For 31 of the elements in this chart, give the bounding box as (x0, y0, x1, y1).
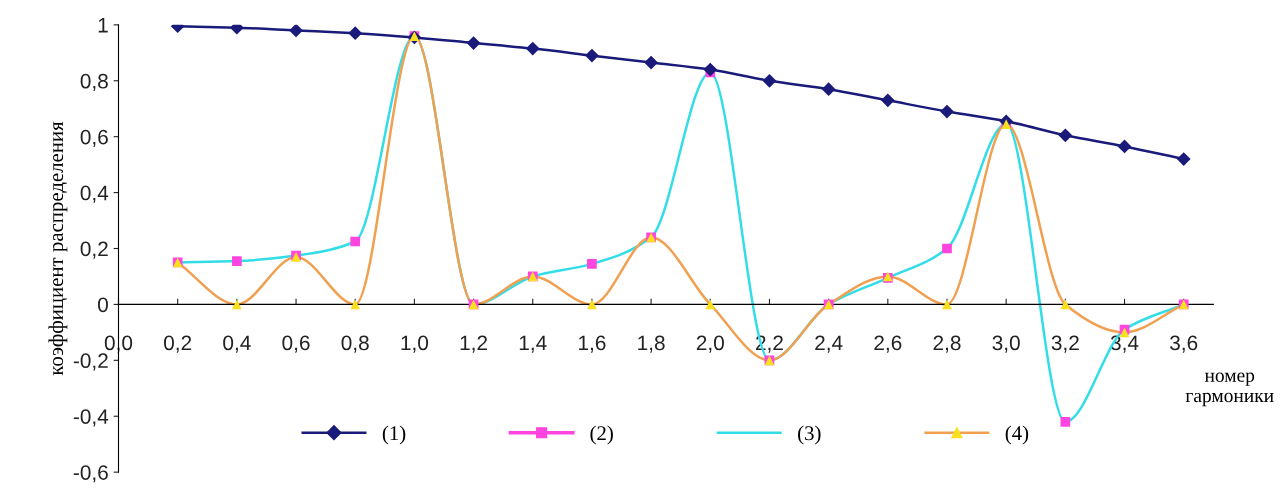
x-tick-label: 3,2 (1051, 335, 1079, 353)
x-axis-title: номер гармоники (1185, 372, 1274, 407)
y-tick-label: 0,2 (80, 241, 108, 259)
legend-label: (3) (798, 425, 821, 445)
y-tick-label: 0 (98, 297, 108, 313)
x-tick-label: 2,4 (815, 335, 843, 353)
y-tick-label: 0,6 (80, 129, 108, 147)
x-tick-label: 2,6 (874, 335, 902, 353)
y-tick-label: -0,6 (73, 465, 108, 483)
y-tick-label: -0,4 (73, 409, 109, 427)
legend-label: (2) (590, 425, 613, 445)
x-tick-label: 3,6 (1170, 335, 1198, 353)
y-tick-label: -0,2 (73, 353, 108, 371)
x-tick-label: 2,0 (696, 335, 724, 353)
legend-label: (1) (382, 425, 406, 445)
y-tick-label: 1 (98, 18, 108, 33)
x-tick-label: 1,8 (638, 335, 665, 353)
x-tick-label: 1,4 (519, 335, 547, 353)
x-tick-label: 1,2 (460, 335, 487, 353)
x-tick-label: 1,0 (401, 335, 429, 353)
x-tick-label: 3,0 (992, 335, 1020, 353)
x-tick-label: 0,8 (341, 335, 369, 353)
x-tick-label: 0,4 (223, 335, 251, 353)
x-tick-label: 2,8 (933, 335, 961, 353)
legend-label: (4) (1005, 425, 1029, 445)
x-tick-label: 0,2 (164, 335, 192, 353)
x-tick-label: 0,6 (282, 335, 310, 353)
y-tick-label: 0,8 (80, 73, 108, 91)
y-tick-label: 0,4 (80, 185, 109, 203)
y-axis-title: коэффициент распределения (48, 121, 68, 376)
x-tick-label: 1,6 (579, 335, 606, 353)
